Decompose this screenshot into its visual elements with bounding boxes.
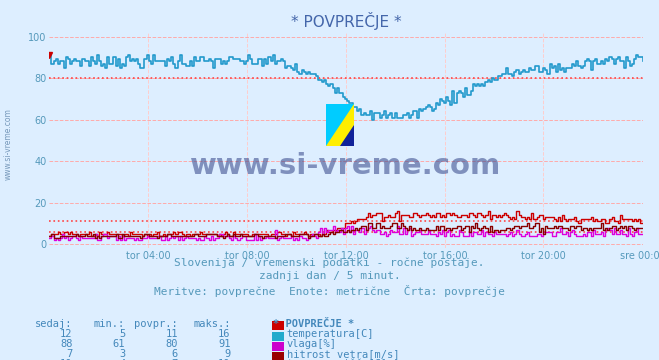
Polygon shape [326, 104, 354, 146]
Text: 4: 4 [119, 359, 125, 360]
Text: 3: 3 [119, 349, 125, 359]
Text: 16: 16 [218, 329, 231, 339]
Text: 9: 9 [225, 349, 231, 359]
Text: * POVPREČJE *: * POVPREČJE * [273, 319, 355, 329]
Title: * POVPREČJE *: * POVPREČJE * [291, 12, 401, 30]
Text: Meritve: povprečne  Enote: metrične  Črta: povprečje: Meritve: povprečne Enote: metrične Črta:… [154, 285, 505, 297]
Text: 10: 10 [60, 359, 72, 360]
Text: temperatura[C]: temperatura[C] [287, 329, 374, 339]
Text: 10: 10 [218, 359, 231, 360]
Text: vlaga[%]: vlaga[%] [287, 339, 337, 349]
Text: 6: 6 [172, 349, 178, 359]
Text: povpr.:: povpr.: [134, 319, 178, 329]
Text: 7: 7 [67, 349, 72, 359]
Text: Slovenija / vremenski podatki - ročne postaje.: Slovenija / vremenski podatki - ročne po… [174, 257, 485, 268]
Text: maks.:: maks.: [193, 319, 231, 329]
Text: hitrost vetra[m/s]: hitrost vetra[m/s] [287, 349, 399, 359]
Text: 91: 91 [218, 339, 231, 349]
Text: temp. rosišča[C]: temp. rosišča[C] [287, 359, 387, 360]
Text: min.:: min.: [94, 319, 125, 329]
Text: sedaj:: sedaj: [35, 319, 72, 329]
Text: www.si-vreme.com: www.si-vreme.com [3, 108, 13, 180]
Text: zadnji dan / 5 minut.: zadnji dan / 5 minut. [258, 271, 401, 281]
Text: 12: 12 [60, 329, 72, 339]
Text: www.si-vreme.com: www.si-vreme.com [190, 152, 501, 180]
Text: 7: 7 [172, 359, 178, 360]
Text: 5: 5 [119, 329, 125, 339]
Text: 61: 61 [113, 339, 125, 349]
Text: 11: 11 [165, 329, 178, 339]
Polygon shape [340, 125, 354, 146]
Text: 88: 88 [60, 339, 72, 349]
Polygon shape [326, 104, 354, 146]
Text: 80: 80 [165, 339, 178, 349]
